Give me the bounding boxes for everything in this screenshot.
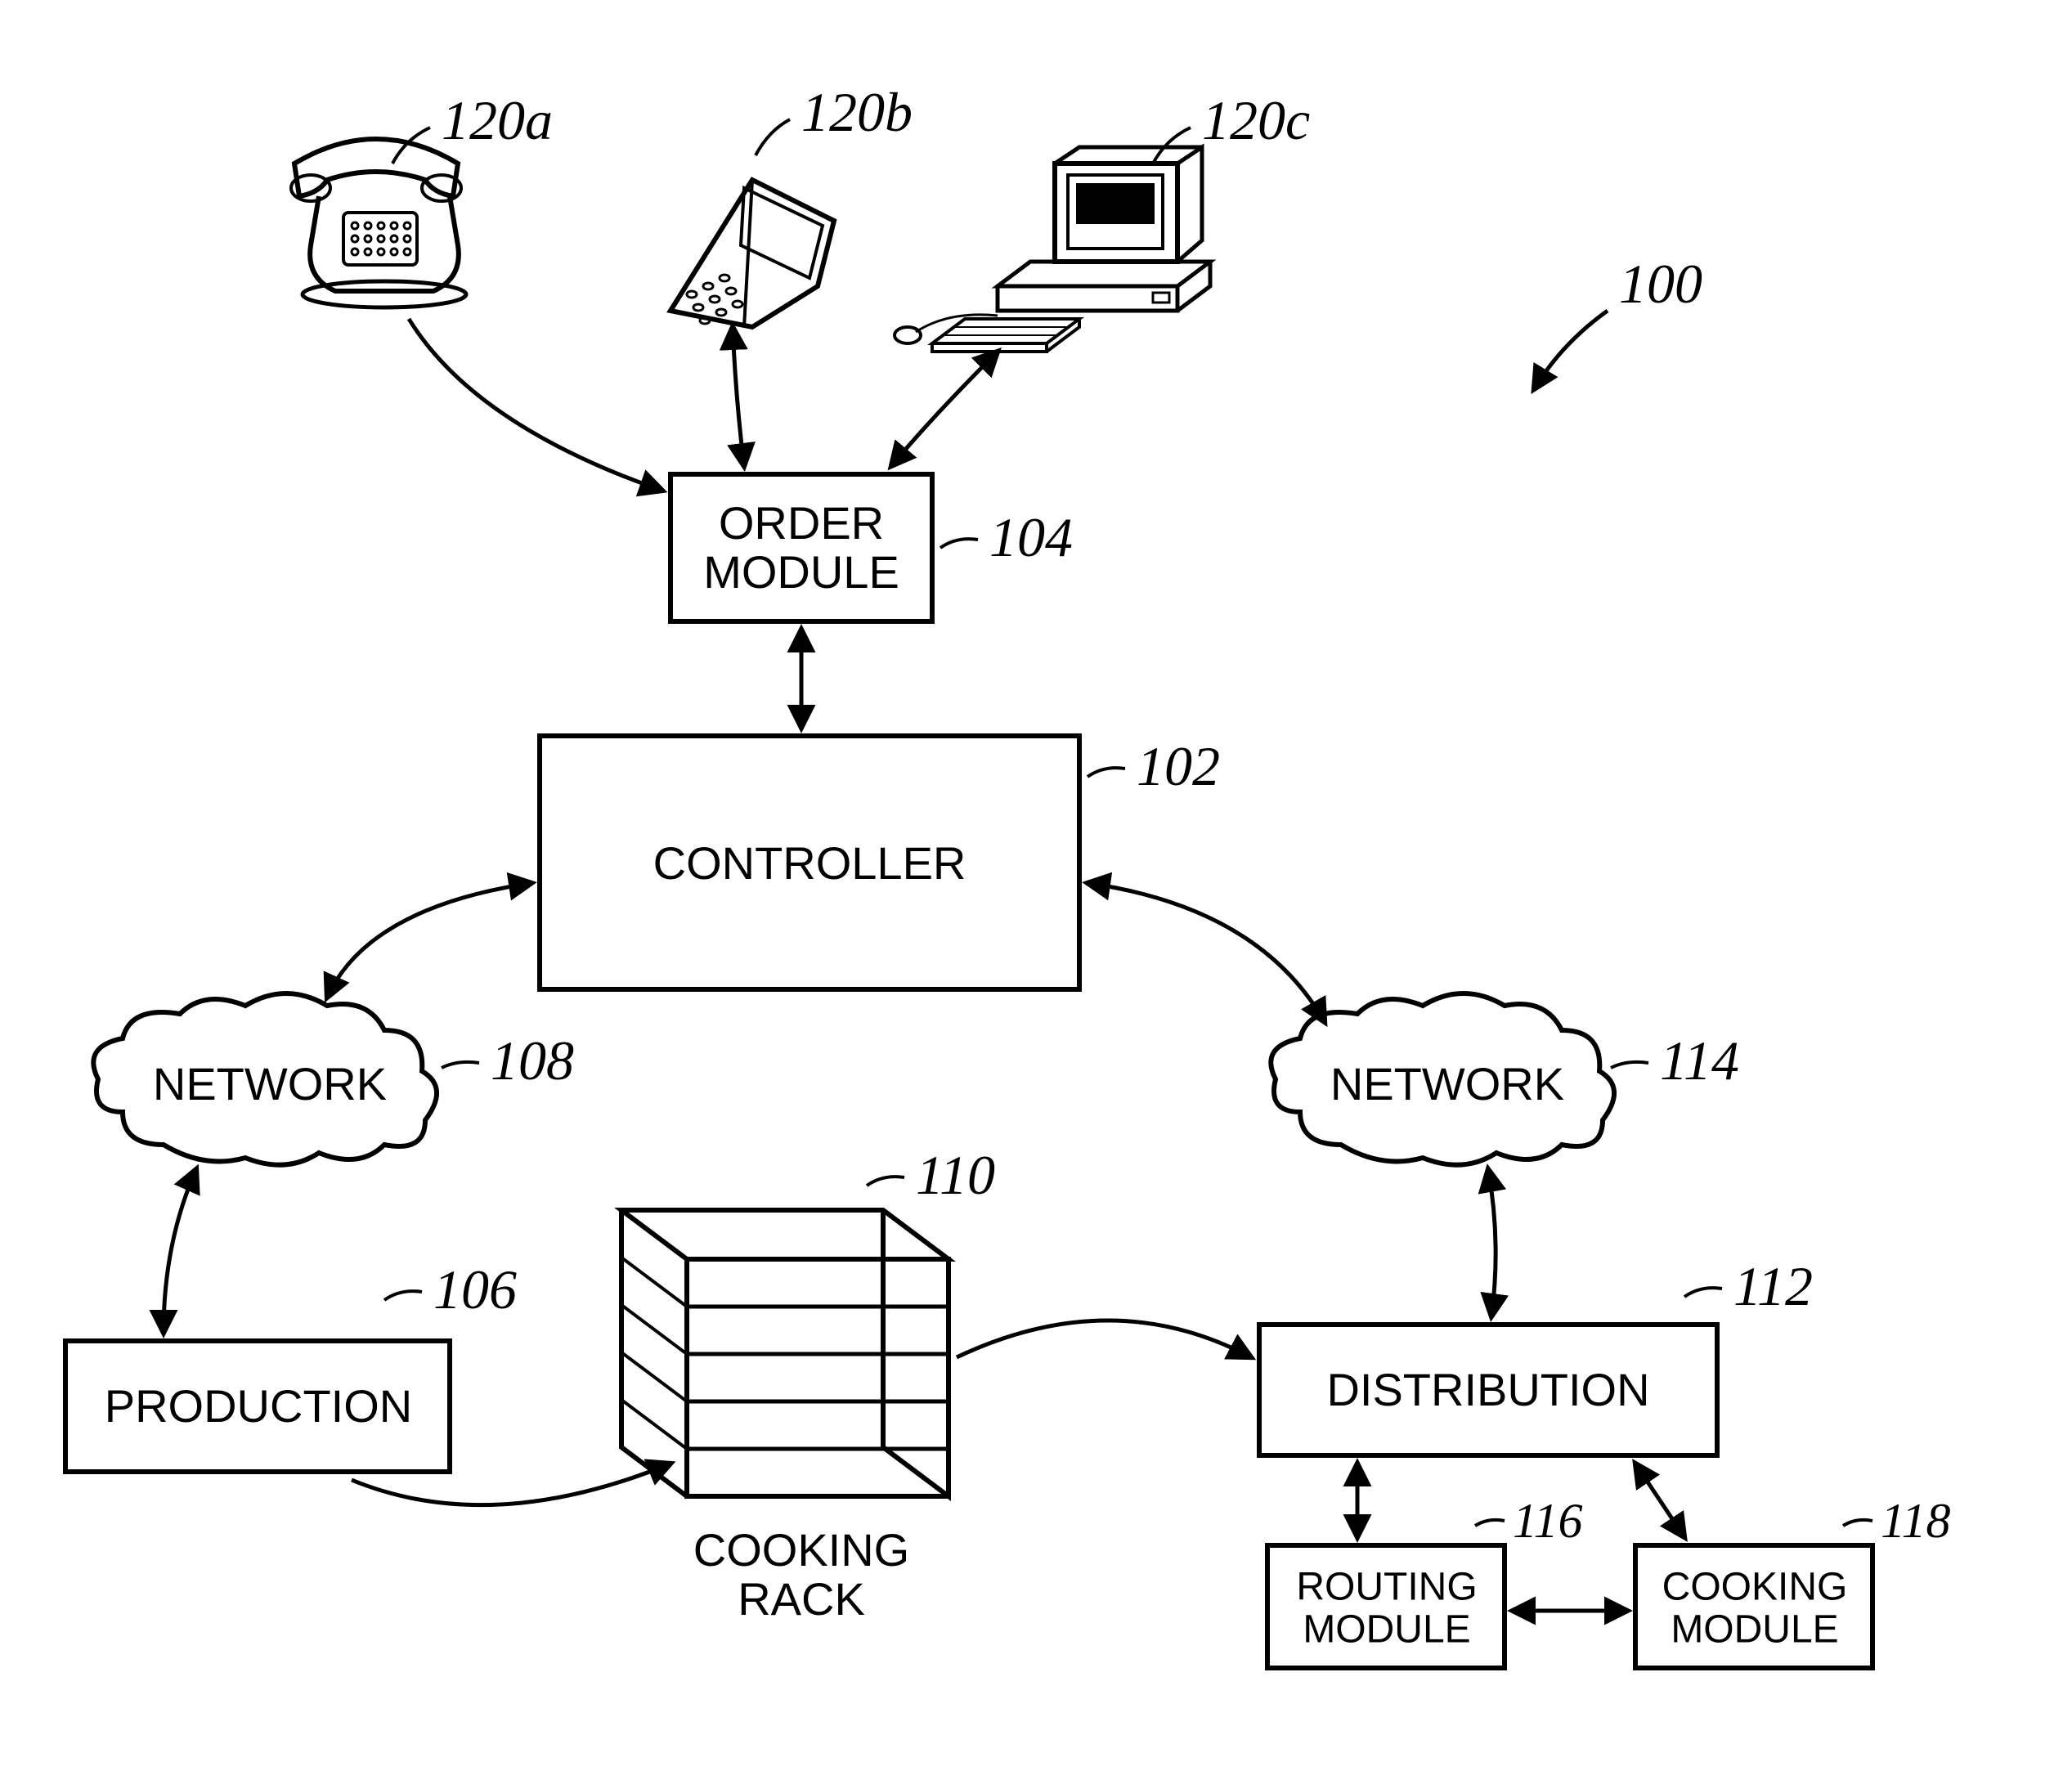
cooking-mod-label-2: MODULE <box>1671 1608 1838 1652</box>
ref-110: 110 <box>916 1144 995 1206</box>
ref-106: 106 <box>433 1258 517 1320</box>
ref-100: 100 <box>1619 253 1702 315</box>
ref-120c: 120c <box>1202 89 1310 151</box>
cooking-mod-label-1: COOKING <box>1662 1566 1848 1609</box>
network-cloud-left: NETWORK <box>93 993 437 1165</box>
ref-108: 108 <box>491 1029 574 1092</box>
ref-116: 116 <box>1513 1494 1583 1548</box>
cooking-rack-icon: COOKING RACK <box>621 1210 949 1625</box>
ref-104: 104 <box>989 506 1073 568</box>
arrow-controller-netright <box>1088 883 1325 1022</box>
computer-icon <box>895 147 1210 352</box>
routing-module-box: ROUTING MODULE <box>1267 1545 1505 1668</box>
order-module-label-1: ORDER <box>719 497 884 549</box>
diagram-root: 100 120a 120b <box>0 0 2072 1771</box>
distribution-box: DISTRIBUTION <box>1259 1325 1717 1455</box>
routing-label-1: ROUTING <box>1296 1566 1477 1609</box>
arrow-controller-netleft <box>327 883 531 998</box>
production-box: PRODUCTION <box>65 1341 450 1472</box>
routing-label-2: MODULE <box>1303 1608 1470 1652</box>
network-left-label: NETWORK <box>153 1058 387 1110</box>
telephone-icon <box>291 139 466 307</box>
arrow-phone-to-order <box>409 319 662 491</box>
order-module-box: ORDER MODULE <box>670 474 932 621</box>
production-label: PRODUCTION <box>105 1380 412 1432</box>
ref-114: 114 <box>1660 1029 1739 1092</box>
cooking-module-box: COOKING MODULE <box>1635 1545 1872 1668</box>
order-module-label-2: MODULE <box>703 546 899 598</box>
mobile-icon <box>670 180 834 327</box>
arrow-computer-order <box>891 352 998 466</box>
cooking-rack-label-1: COOKING <box>693 1524 909 1576</box>
arrow-mobile-order <box>733 327 744 466</box>
arrow-netleft-production <box>164 1169 196 1333</box>
ref-118: 118 <box>1881 1494 1951 1548</box>
ref-120b: 120b <box>801 81 913 143</box>
ref-100-pointer: 100 <box>1534 253 1702 389</box>
controller-label: CONTROLLER <box>653 837 966 889</box>
network-right-label: NETWORK <box>1330 1058 1564 1110</box>
controller-box: CONTROLLER <box>540 736 1079 989</box>
ref-112: 112 <box>1733 1255 1813 1317</box>
arrow-dist-cooking <box>1635 1464 1684 1537</box>
ref-102: 102 <box>1137 735 1220 797</box>
distribution-label: DISTRIBUTION <box>1326 1364 1649 1415</box>
arrow-rack-distribution <box>957 1320 1251 1357</box>
cooking-rack-label-2: RACK <box>738 1573 865 1625</box>
ref-120a: 120a <box>442 89 553 151</box>
arrow-netright-distribution <box>1488 1169 1496 1316</box>
